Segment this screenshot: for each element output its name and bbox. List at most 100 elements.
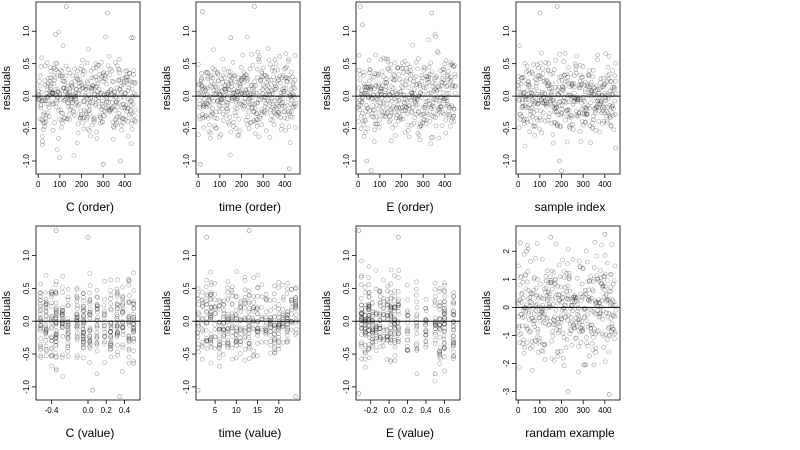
data-point (53, 290, 59, 296)
data-point (115, 100, 121, 106)
data-point (229, 302, 235, 307)
data-point (53, 350, 59, 356)
data-point (396, 311, 401, 317)
data-point (604, 79, 610, 84)
data-point (276, 302, 281, 307)
data-point (580, 95, 586, 100)
data-point (407, 92, 413, 98)
data-point (414, 346, 420, 352)
data-point (195, 345, 201, 351)
data-point (112, 89, 117, 95)
data-point (414, 348, 420, 353)
data-point (430, 110, 436, 115)
data-point (377, 322, 382, 327)
data-point (544, 268, 550, 274)
data-point (271, 338, 277, 344)
data-point (108, 347, 113, 353)
data-point (87, 339, 92, 344)
data-point (221, 316, 226, 321)
data-point (219, 76, 224, 82)
data-point (402, 101, 407, 106)
data-point (67, 93, 73, 98)
data-point (519, 290, 525, 296)
data-point (95, 62, 100, 68)
data-point (363, 87, 369, 93)
data-point (196, 81, 202, 87)
data-point (81, 298, 86, 304)
data-point (293, 295, 299, 301)
data-point (537, 294, 543, 300)
data-point (276, 77, 281, 82)
data-point (553, 307, 559, 313)
data-point (54, 98, 59, 103)
data-point (74, 76, 80, 81)
data-point (569, 82, 575, 88)
data-point (559, 307, 565, 313)
data-point (388, 306, 393, 312)
data-point-outlier (517, 240, 523, 246)
data-point (108, 326, 114, 331)
data-point (591, 117, 596, 123)
data-point (220, 118, 226, 123)
data-point (383, 87, 388, 93)
data-point (70, 84, 75, 90)
data-point (395, 103, 400, 108)
data-point (114, 315, 120, 321)
data-point (392, 60, 398, 66)
data-point (367, 78, 372, 84)
data-point (215, 98, 220, 103)
y-tick-label: 0.5 (342, 282, 351, 294)
data-point (262, 108, 268, 114)
data-point (538, 108, 544, 113)
data-point (391, 96, 397, 102)
data-point (403, 82, 409, 88)
data-point (450, 340, 456, 346)
data-point (247, 344, 252, 350)
data-point (225, 337, 231, 343)
data-point (84, 116, 89, 122)
data-point (423, 305, 428, 311)
data-point (280, 321, 286, 327)
data-point (42, 63, 48, 68)
data-point (54, 339, 59, 344)
data-point (268, 98, 274, 104)
data-point (238, 298, 244, 304)
data-point (376, 71, 381, 77)
data-point (577, 128, 583, 134)
data-point (213, 334, 218, 340)
data-point (542, 118, 548, 124)
data-point (53, 367, 59, 373)
data-point (128, 141, 134, 146)
data-point (565, 74, 571, 80)
data-point-outlier (252, 4, 257, 9)
data-point (213, 306, 218, 312)
data-point (283, 85, 289, 91)
data-point (57, 73, 63, 78)
data-point (195, 334, 201, 340)
data-point (607, 115, 613, 120)
data-point (405, 344, 410, 349)
data-point (94, 318, 100, 323)
data-point (75, 303, 80, 309)
data-point (37, 116, 43, 122)
data-point (120, 75, 125, 81)
data-point (600, 283, 606, 289)
data-point (281, 90, 286, 96)
data-point (131, 336, 136, 342)
data-point (546, 61, 551, 66)
data-point (264, 111, 269, 116)
data-point (289, 327, 294, 333)
data-point (516, 86, 522, 92)
data-point (55, 90, 61, 95)
data-point (528, 346, 533, 351)
data-point (377, 103, 383, 109)
data-point (49, 291, 54, 297)
data-point (276, 346, 281, 352)
data-point (259, 327, 265, 333)
data-point (531, 123, 537, 129)
data-point (39, 134, 45, 139)
data-point (360, 118, 366, 124)
data-point (80, 115, 85, 121)
data-point (114, 332, 120, 338)
data-point (59, 325, 65, 330)
